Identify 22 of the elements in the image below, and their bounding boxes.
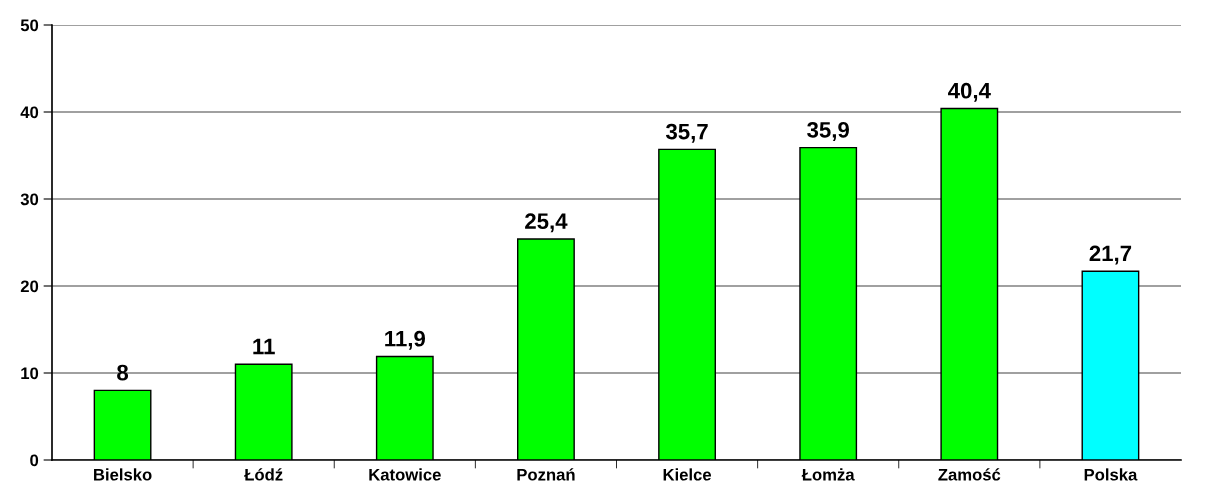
y-tick-label: 0 (30, 454, 39, 467)
data-label: 21,7 (1089, 245, 1132, 265)
x-tick-label: Kielce (663, 468, 712, 481)
data-label: 40,4 (948, 82, 991, 102)
x-tick-label: Łomża (801, 468, 855, 481)
x-tick-label: Poznań (517, 468, 575, 481)
data-label: 35,7 (665, 123, 708, 143)
x-tick-label: Bielsko (94, 468, 152, 481)
data-label: 8 (117, 364, 129, 381)
y-tick-label: 40 (20, 106, 39, 119)
y-tick-label: 10 (21, 367, 39, 380)
x-tick-label: Łódź (244, 468, 283, 481)
x-tick-label: Zamość (938, 468, 1001, 481)
y-tick-label: 20 (20, 280, 39, 293)
data-label: 11,9 (385, 330, 425, 350)
data-label: 11 (253, 338, 275, 355)
y-tick-label: 30 (20, 193, 39, 206)
x-tick-label: Katowice (369, 468, 441, 481)
data-label: 25,4 (525, 213, 568, 233)
x-tick-label: Polska (1084, 468, 1138, 481)
y-tick-label: 50 (20, 19, 39, 32)
data-label: 35,9 (807, 121, 849, 141)
